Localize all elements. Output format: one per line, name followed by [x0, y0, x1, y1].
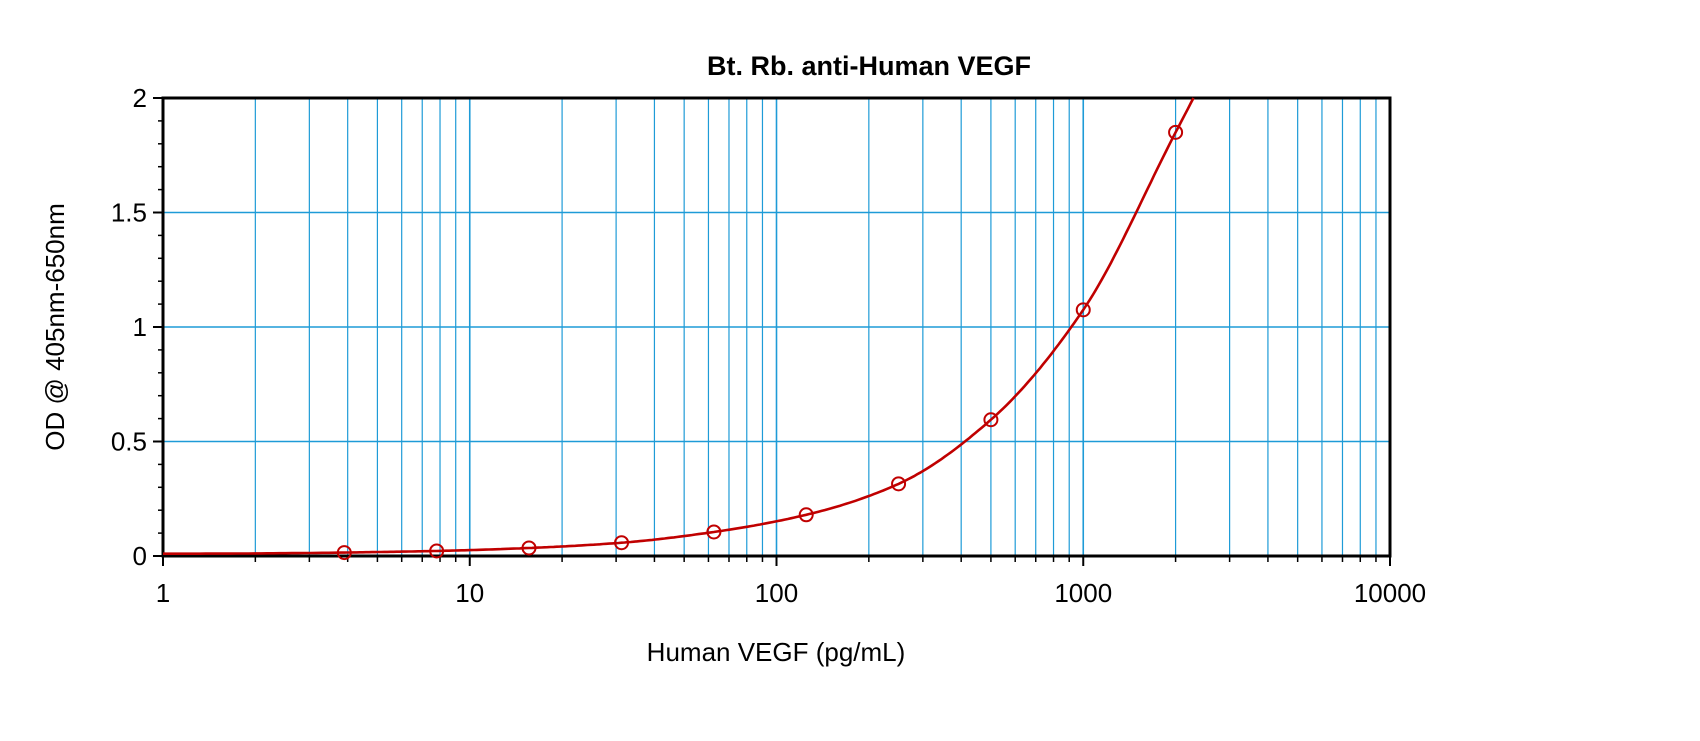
- grid-layer: [163, 98, 1390, 556]
- y-tick-label: 1: [133, 312, 147, 342]
- x-tick-label: 1: [156, 578, 170, 608]
- fit-curve: [163, 97, 1195, 555]
- x-tick-label: 100: [755, 578, 798, 608]
- data-point: [1075, 302, 1091, 318]
- data-point: [983, 412, 999, 428]
- data-point: [798, 507, 814, 523]
- data-point: [706, 524, 722, 540]
- x-axis-label: Human VEGF (pg/mL): [647, 637, 906, 667]
- y-tick-label: 2: [133, 83, 147, 113]
- x-tick-label: 10: [455, 578, 484, 608]
- ticks-layer: 1 10 100 1000 10000 0 0.5 1 1.5 2: [111, 83, 1426, 608]
- data-point: [1168, 124, 1184, 140]
- fit-layer: [163, 97, 1195, 555]
- data-point: [429, 543, 445, 559]
- y-tick-label: 0: [133, 541, 147, 571]
- data-point: [891, 476, 907, 492]
- y-tick-label: 0.5: [111, 427, 147, 457]
- points-layer: [336, 124, 1184, 561]
- data-point: [521, 540, 537, 556]
- data-point: [614, 535, 630, 551]
- x-tick-label: 10000: [1354, 578, 1426, 608]
- data-point: [336, 545, 352, 561]
- y-tick-label: 1.5: [111, 198, 147, 228]
- x-tick-label: 1000: [1054, 578, 1112, 608]
- chart-title: Bt. Rb. anti-Human VEGF: [707, 51, 1031, 81]
- y-axis-label: OD @ 405nm-650nm: [40, 203, 70, 451]
